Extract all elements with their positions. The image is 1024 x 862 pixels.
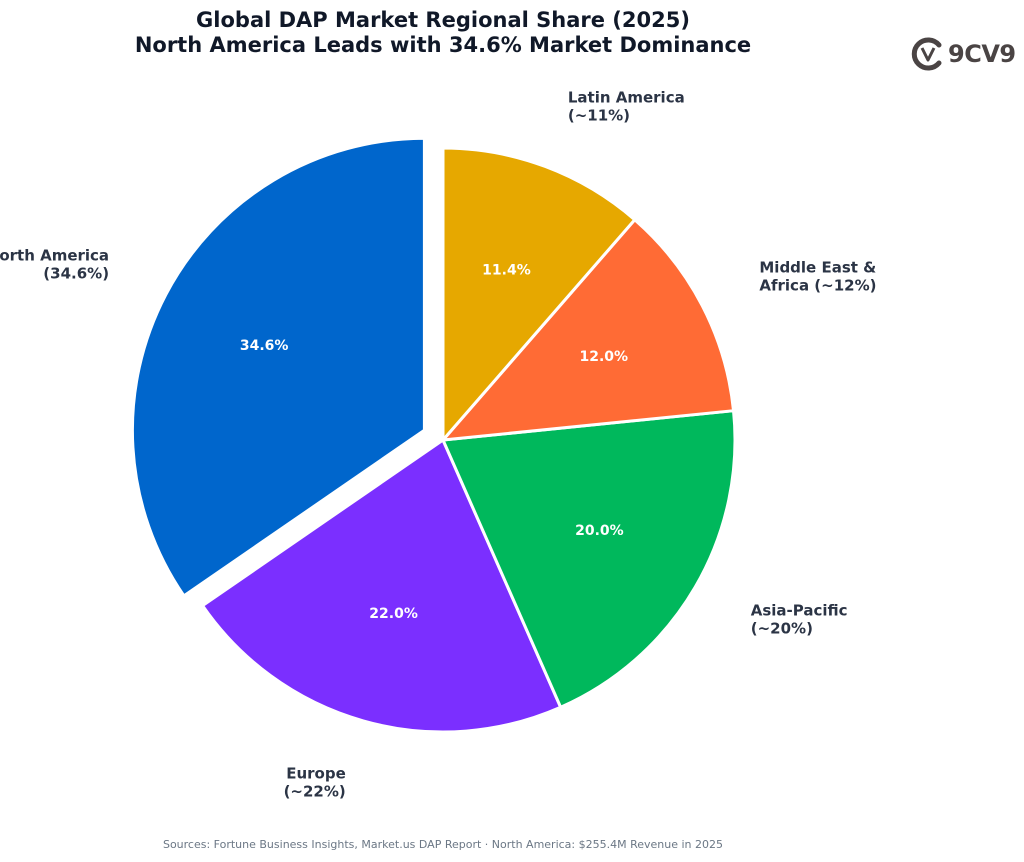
value-label-latin-america: 11.4% <box>482 262 531 278</box>
category-label-latin-america: Latin America (~11%) <box>568 88 685 124</box>
pie-slices <box>130 136 737 734</box>
pie-value-labels: 34.6% 22.0% 20.0% 12.0% 11.4% <box>240 262 628 622</box>
pie-slice-latin-america <box>441 146 637 442</box>
category-label-europe: Europe (~22%) <box>284 765 346 801</box>
pie-slice-middle-east-and-africa <box>441 218 736 442</box>
logo-text: 9CV9 <box>948 40 1016 68</box>
pie-slice-europe <box>201 438 563 734</box>
source-footer: Sources: Fortune Business Insights, Mark… <box>162 838 724 851</box>
value-label-north-america: 34.6% <box>240 338 289 354</box>
pie-slice-asia-pacific <box>441 409 737 709</box>
value-label-europe: 22.0% <box>369 606 418 622</box>
pie-slice-north-america <box>130 136 426 598</box>
category-label-asia-pacific: Asia-Pacific (~20%) <box>751 601 848 637</box>
category-label-north-america: North America(34.6%) <box>0 247 109 283</box>
value-label-middle-east-and-africa: 12.0% <box>579 349 628 365</box>
category-label-middle-east-and-africa: Middle East & Africa (~12%) <box>759 258 876 294</box>
chart-title-line-1: Global DAP Market Regional Share (2025) <box>196 8 690 32</box>
logo: 9CV9 <box>910 34 1020 74</box>
chart-title-line-2: North America Leads with 34.6% Market Do… <box>134 33 752 57</box>
value-label-asia-pacific: 20.0% <box>575 523 624 539</box>
pie-category-labels: North America(34.6%) Europe(~22%) Asia-Pac… <box>0 88 876 800</box>
9cv9-logo-icon <box>911 37 942 71</box>
